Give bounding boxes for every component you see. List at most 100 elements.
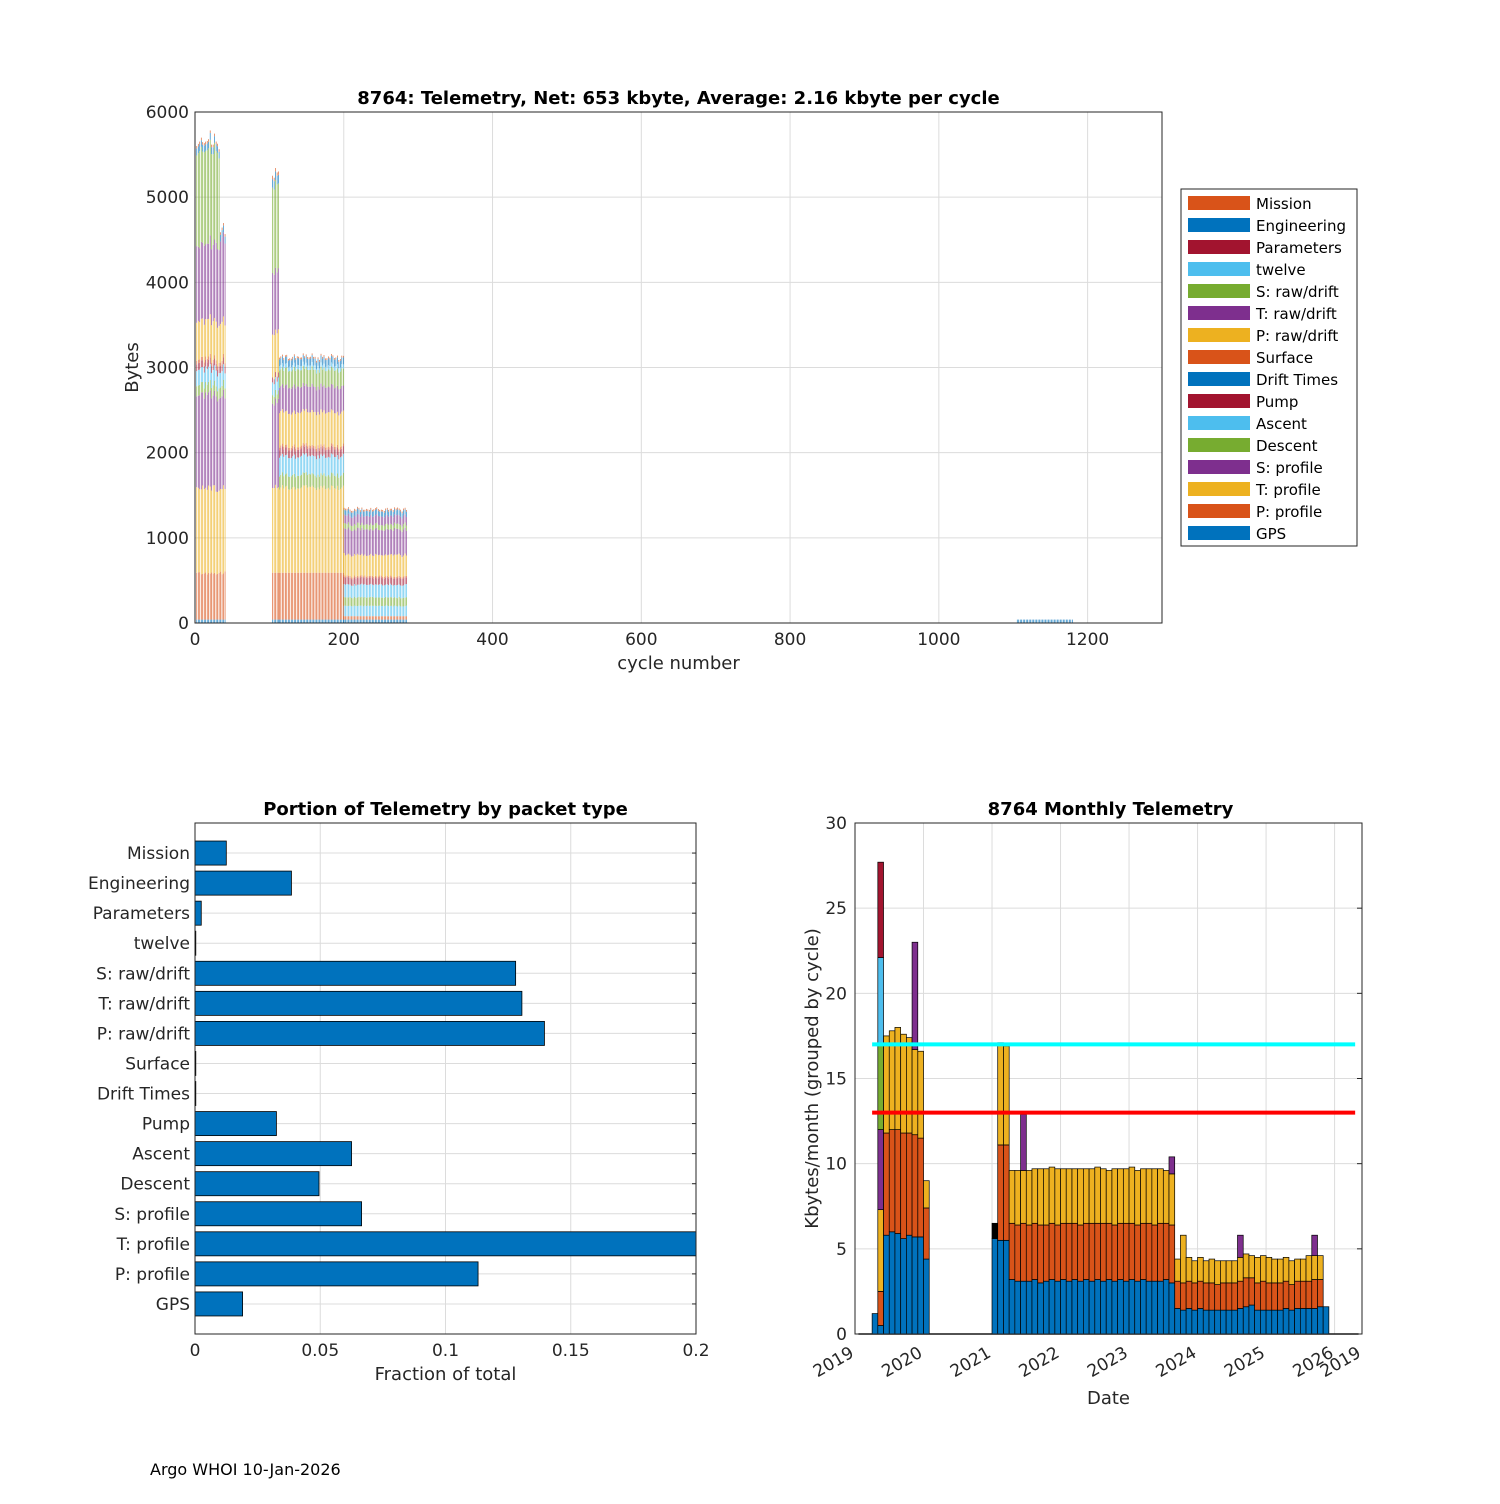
cycle-bar-segment bbox=[403, 619, 404, 623]
cycle-bar-segment bbox=[340, 572, 341, 620]
monthly-bar-segment bbox=[1123, 1168, 1130, 1224]
cycle-bar-segment bbox=[385, 529, 387, 555]
monthly-bar-segment bbox=[1202, 1309, 1210, 1335]
monthly-bar-segment bbox=[883, 1035, 890, 1134]
cycle-bar-segment bbox=[355, 597, 357, 606]
cycle-bar-segment bbox=[358, 514, 360, 523]
monthly-bar-segment bbox=[1151, 1224, 1158, 1282]
cycle-bar-segment bbox=[299, 456, 301, 476]
cycle-bar-segment bbox=[314, 365, 316, 370]
cycle-bar-segment bbox=[367, 524, 369, 530]
cycle-bar-segment bbox=[406, 616, 407, 620]
monthly-bar-segment bbox=[1168, 1173, 1176, 1226]
cycle-bar-segment bbox=[196, 146, 198, 149]
monthly-bar-segment bbox=[1260, 1255, 1267, 1282]
cycle-bar-segment bbox=[221, 360, 223, 365]
cycle-bar-segment bbox=[203, 372, 205, 389]
cycle-bar-segment bbox=[343, 357, 344, 365]
fraction-bar bbox=[194, 1020, 545, 1046]
cycle-bar-segment bbox=[272, 272, 273, 335]
x-axis-label: cycle number bbox=[617, 653, 740, 674]
cycle-bar-segment bbox=[273, 488, 275, 573]
cycle-bar-segment bbox=[403, 555, 404, 577]
cycle-bar-segment bbox=[360, 516, 361, 526]
monthly-bar-segment bbox=[1077, 1280, 1084, 1335]
cycle-bar-segment bbox=[279, 387, 280, 414]
cycle-bar-segment bbox=[214, 485, 215, 573]
cycle-bar-segment bbox=[196, 155, 198, 247]
cycle-bar-segment bbox=[340, 367, 341, 372]
cycle-bar-segment bbox=[278, 183, 279, 269]
cycle-bar-segment bbox=[286, 447, 288, 455]
cycle-bar-segment bbox=[203, 143, 205, 146]
cycle-bar-segment bbox=[401, 585, 403, 599]
monthly-bar-segment bbox=[888, 1129, 896, 1233]
monthly-bar-segment bbox=[1145, 1280, 1153, 1335]
monthly-bar-segment bbox=[1214, 1260, 1221, 1285]
cycle-bar-segment bbox=[317, 411, 319, 446]
monthly-bar-segment bbox=[900, 1132, 907, 1239]
cycle-bar-segment bbox=[301, 448, 302, 456]
cycle-bar-segment bbox=[283, 387, 285, 413]
cycle-bar-segment bbox=[400, 509, 401, 512]
cycle-bar-segment bbox=[349, 596, 351, 606]
cycle-bar-segment bbox=[290, 371, 292, 389]
monthly-bar-segment bbox=[1065, 1280, 1073, 1335]
cycle-bar-segment bbox=[360, 597, 361, 606]
monthly-bar-segment bbox=[1157, 1168, 1164, 1224]
cycle-bar-segment bbox=[340, 619, 341, 623]
cycle-bar-segment bbox=[400, 530, 401, 556]
cycle-bar-segment bbox=[298, 475, 299, 489]
cycle-bar-segment bbox=[313, 369, 314, 387]
cycle-bar-segment bbox=[223, 316, 224, 355]
cycle-bar-segment bbox=[199, 362, 201, 370]
cycle-bar-segment bbox=[358, 616, 360, 620]
cycle-bar-segment bbox=[298, 386, 299, 413]
cycle-bar-segment bbox=[370, 507, 372, 510]
legend-swatch bbox=[1188, 284, 1250, 298]
category-label: Ascent bbox=[132, 1145, 190, 1165]
cycle-bar-segment bbox=[395, 576, 397, 579]
cycle-bar-segment bbox=[212, 573, 214, 620]
monthly-bar-segment bbox=[1311, 1234, 1318, 1256]
cycle-bar-segment bbox=[398, 575, 400, 578]
cycle-bar-segment bbox=[363, 597, 364, 607]
cycle-bar-segment bbox=[325, 619, 326, 623]
cycle-bar-segment bbox=[197, 385, 199, 396]
cycle-bar-segment bbox=[329, 619, 331, 623]
cycle-bar-segment bbox=[329, 476, 331, 490]
cycle-bar-segment bbox=[386, 528, 388, 556]
cycle-bar-segment bbox=[338, 368, 340, 373]
cycle-bar-segment bbox=[361, 527, 363, 554]
cycle-bar-segment bbox=[278, 377, 279, 391]
cycle-bar-segment bbox=[373, 578, 375, 586]
cycle-bar-segment bbox=[287, 458, 289, 477]
cycle-bar-segment bbox=[403, 524, 404, 530]
monthly-bar-segment bbox=[1208, 1309, 1216, 1335]
cycle-bar-segment bbox=[282, 356, 283, 364]
y-tick-label: 2000 bbox=[146, 444, 189, 464]
cycle-bar-segment bbox=[401, 578, 403, 586]
y-tick-label: 0 bbox=[836, 1325, 847, 1345]
cycle-bar-segment bbox=[398, 596, 400, 606]
cycle-bar-segment bbox=[310, 619, 311, 623]
cycle-bar-segment bbox=[383, 597, 385, 607]
cycle-bar-segment bbox=[292, 487, 294, 573]
monthly-bar-segment bbox=[911, 1134, 919, 1238]
cycle-bar-segment bbox=[223, 364, 224, 380]
cycle-bar-segment bbox=[203, 145, 205, 153]
cycle-bar-segment bbox=[273, 572, 275, 620]
cycle-bar-segment bbox=[337, 444, 338, 448]
cycle-bar-segment bbox=[385, 605, 387, 617]
monthly-bar-segment bbox=[997, 1144, 1004, 1241]
monthly-bar-segment bbox=[1220, 1260, 1227, 1284]
cycle-bar-segment bbox=[357, 527, 358, 554]
cycle-bar-segment bbox=[357, 506, 358, 509]
cycle-bar-segment bbox=[331, 485, 332, 573]
cycle-bar-segment bbox=[289, 447, 291, 451]
cycle-bar-segment bbox=[351, 526, 352, 532]
cycle-bar-segment bbox=[377, 597, 379, 606]
cycle-bar-segment bbox=[304, 410, 305, 445]
cycle-bar-segment bbox=[289, 359, 291, 367]
cycle-bar-segment bbox=[308, 619, 310, 623]
